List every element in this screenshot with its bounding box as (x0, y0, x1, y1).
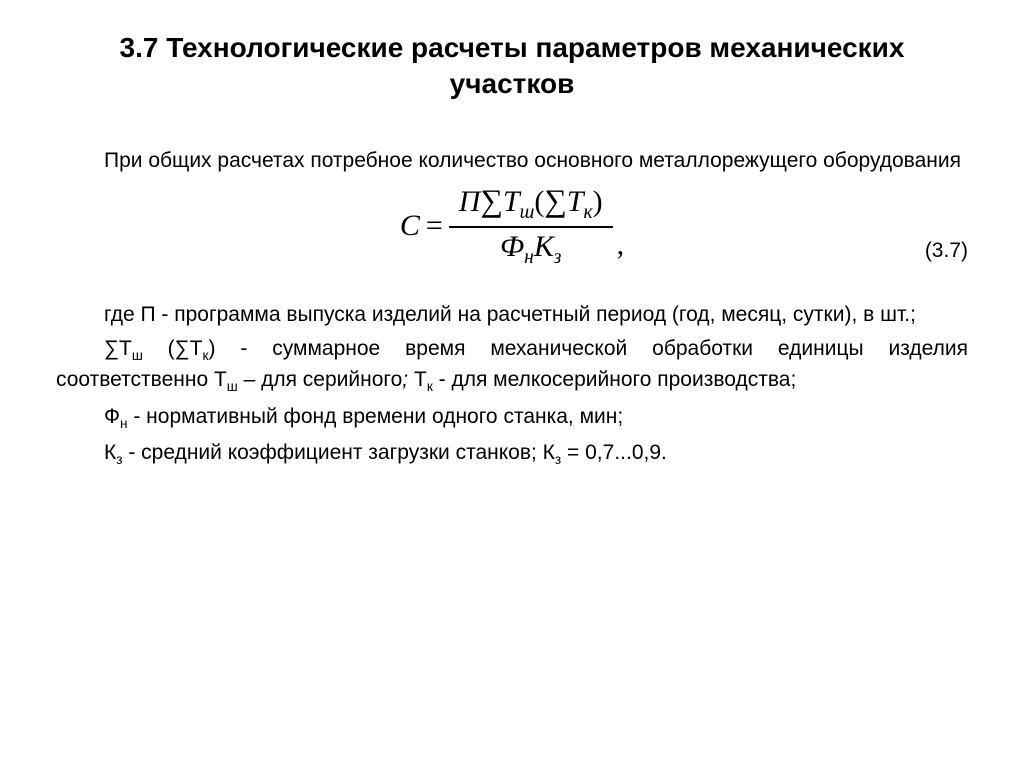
equation-row: C = П∑Tш(∑Tк) ФнКз , (3.7) (56, 181, 968, 271)
fraction: П∑Tш(∑Tк) ФнКз (449, 182, 613, 270)
num-T2: T (567, 185, 584, 218)
p2-s1: ∑Т (104, 337, 132, 360)
num-T2-sub: к (584, 202, 593, 223)
den-K-sub: з (554, 247, 562, 268)
equation: C = П∑Tш(∑Tк) ФнКз , (400, 182, 624, 270)
where-paragraph-2: ∑Тш (∑Тк) - суммарное время механической… (56, 335, 968, 396)
p3-text: - нормативный фонд времени одного станка… (128, 405, 624, 428)
where-paragraph-3: Фн - нормативный фонд времени одного ста… (56, 403, 968, 434)
den-K: К (534, 230, 554, 263)
where-paragraph-1: где П - программа выпуска изделий на рас… (56, 301, 968, 329)
p2-sub1: ш (132, 349, 143, 364)
lparen: ( (534, 185, 544, 218)
p2-m4: Т (408, 368, 427, 391)
num-T1: T (503, 185, 520, 218)
sum-symbol-2: ∑ (544, 183, 566, 218)
section-heading: 3.7 Технологические расчеты параметров м… (56, 30, 968, 103)
p3-sym: Ф (104, 405, 120, 428)
den-Phi: Ф (500, 230, 524, 263)
p2-m1: (∑Т (143, 337, 203, 360)
where-paragraph-4: Кз - средний коэффициент загрузки станко… (56, 439, 968, 470)
p2-end: - для мелкосерийного производства; (433, 368, 797, 391)
p2-sub3: ш (227, 379, 238, 394)
numerator: П∑Tш(∑Tк) (449, 182, 613, 225)
intro-paragraph: При общих расчетах потребное количество … (56, 147, 968, 175)
rparen: ) (593, 185, 603, 218)
den-Phi-sub: н (524, 247, 534, 268)
p4-text2: = 0,7...0,9. (561, 441, 667, 464)
equation-number: (3.7) (925, 239, 968, 263)
p2-m3: – для серийного (238, 368, 403, 391)
trailing-comma: , (617, 228, 625, 262)
formula-lhs: C (400, 209, 420, 243)
num-T1-sub: ш (520, 202, 535, 223)
equals-sign: = (426, 209, 443, 243)
denominator: ФнКз (490, 228, 571, 270)
num-P: П (459, 185, 481, 218)
p4-sym: К (104, 441, 116, 464)
p3-sub: н (120, 416, 128, 431)
document-page: 3.7 Технологические расчеты параметров м… (0, 0, 1024, 768)
sum-symbol-1: ∑ (480, 183, 502, 218)
p4-text: - средний коэффициент загрузки станков; … (123, 441, 555, 464)
